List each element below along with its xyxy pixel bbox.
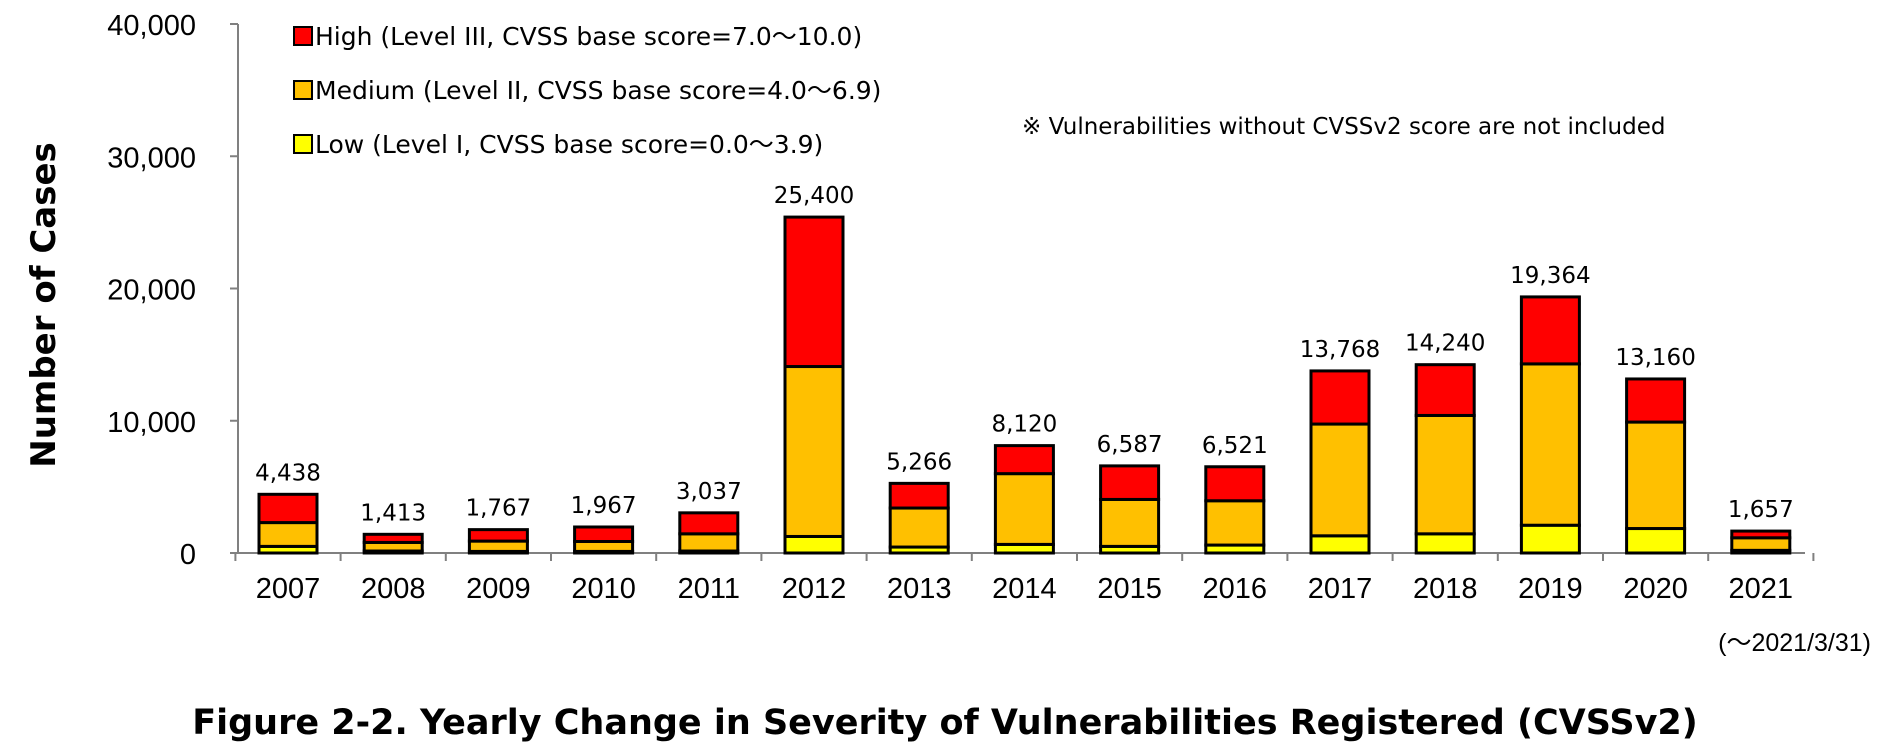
x-tick-label-2014: 2014 <box>992 573 1057 605</box>
data-label-2021: 1,657 <box>1728 497 1794 523</box>
x-tick-label-2007: 2007 <box>256 573 321 605</box>
bar-segment-2019-high <box>1519 295 1581 366</box>
bar-segment-2016-high <box>1204 465 1266 503</box>
data-label-2018: 14,240 <box>1405 331 1485 357</box>
legend-label-high: High (Level III, CVSS base score=7.0～10.… <box>315 22 862 51</box>
bar-segment-2011-medium <box>678 532 740 553</box>
data-labels: 4,438 1,413 1,767 1,967 3,037 25,400 5,266 8,12… <box>255 183 1794 526</box>
data-label-2020: 13,160 <box>1615 345 1695 371</box>
bar-segment-2019-medium <box>1519 362 1581 527</box>
x-tick-label-2015: 2015 <box>1097 573 1162 605</box>
x-tick-label-2017: 2017 <box>1308 573 1373 605</box>
bar-segment-2021-medium <box>1730 536 1792 552</box>
legend-swatch-medium <box>293 80 313 100</box>
legend: High (Level III, CVSS base score=7.0～10.… <box>293 22 881 159</box>
x-tick-label-2012: 2012 <box>782 573 847 605</box>
y-tick-labels: 0 10,000 20,000 30,000 40,000 <box>107 10 196 571</box>
legend-label-low: Low (Level I, CVSS base score=0.0～3.9) <box>315 130 823 159</box>
bar-segment-2016-medium <box>1204 499 1266 547</box>
bar-segment-2012-low <box>783 534 845 555</box>
x-tick-label-2009: 2009 <box>466 573 531 605</box>
bar-segment-2017-medium <box>1309 422 1371 538</box>
y-tick-label: 10,000 <box>107 407 196 439</box>
data-label-2013: 5,266 <box>886 449 952 475</box>
y-tick-label: 30,000 <box>107 142 196 174</box>
bar-segment-2007-medium <box>257 521 319 548</box>
bars <box>257 215 1792 555</box>
last-category-note: (～2021/3/31) <box>1718 629 1871 657</box>
data-label-2019: 19,364 <box>1510 263 1590 289</box>
chart-title: Figure 2-2. Yearly Change in Severity of… <box>192 703 1698 743</box>
bar-segment-2019-low <box>1519 523 1581 555</box>
x-tick-label-2008: 2008 <box>361 573 426 605</box>
data-label-2017: 13,768 <box>1300 337 1380 363</box>
bar-segment-2015-high <box>1099 464 1161 501</box>
data-label-2009: 1,767 <box>465 496 531 522</box>
x-tick-label-2010: 2010 <box>571 573 636 605</box>
chart-note: ※ Vulnerabilities without CVSSv2 score a… <box>1022 114 1665 140</box>
bar-segment-2007-high <box>257 492 319 525</box>
data-label-2007: 4,438 <box>255 460 321 486</box>
bar-segment-2012-medium <box>783 365 845 538</box>
data-label-2014: 8,120 <box>991 412 1057 438</box>
y-tick-label: 20,000 <box>107 275 196 307</box>
legend-swatch-low <box>293 134 313 154</box>
bar-segment-2018-medium <box>1414 413 1476 536</box>
bar-segment-2013-medium <box>888 506 950 549</box>
bar-segment-2017-low <box>1309 534 1371 555</box>
data-label-2015: 6,587 <box>1097 432 1163 458</box>
legend-swatch-high <box>293 26 313 46</box>
bar-segment-2018-high <box>1414 363 1476 417</box>
x-tick-label-2016: 2016 <box>1203 573 1268 605</box>
legend-label-medium: Medium (Level II, CVSS base score=4.0～6.… <box>315 76 881 105</box>
bar-segment-2021-high <box>1730 529 1792 540</box>
bar-segment-2009-medium <box>467 539 529 553</box>
bar-segment-2020-high <box>1625 377 1687 424</box>
y-tick-label: 0 <box>180 539 196 571</box>
data-label-2012: 25,400 <box>774 183 854 209</box>
bar-segment-2018-low <box>1414 532 1476 555</box>
data-label-2008: 1,413 <box>360 500 426 526</box>
bar-segment-2012-high <box>783 215 845 369</box>
bar-segment-2009-high <box>467 528 529 543</box>
data-label-2010: 1,967 <box>571 493 637 519</box>
bar-segment-2017-high <box>1309 369 1371 426</box>
bar-segment-2014-high <box>993 444 1055 476</box>
y-tick-label: 40,000 <box>107 10 196 42</box>
y-axis-label: Number of Cases <box>24 142 64 468</box>
bar-segment-2010-high <box>573 525 635 543</box>
x-tick-label-2020: 2020 <box>1623 573 1688 605</box>
bar-segment-2013-high <box>888 481 950 510</box>
bar-segment-2020-low <box>1625 527 1687 555</box>
bar-segment-2014-medium <box>993 472 1055 546</box>
x-tick-label-2013: 2013 <box>887 573 952 605</box>
x-tick-label-2011: 2011 <box>678 573 740 605</box>
bar-segment-2008-high <box>362 532 424 544</box>
x-tick-labels: 2007 2008 2009 2010 2011 2012 2013 2014 2015 2016… <box>256 573 1793 605</box>
bar-segment-2020-medium <box>1625 420 1687 531</box>
bar-segment-2011-high <box>678 511 740 536</box>
x-tick-label-2018: 2018 <box>1413 573 1478 605</box>
data-label-2016: 6,521 <box>1202 433 1268 459</box>
data-label-2011: 3,037 <box>676 479 742 505</box>
bar-segment-2015-medium <box>1099 497 1161 548</box>
x-tick-label-2019: 2019 <box>1518 573 1583 605</box>
x-tick-label-2021: 2021 <box>1729 573 1794 605</box>
